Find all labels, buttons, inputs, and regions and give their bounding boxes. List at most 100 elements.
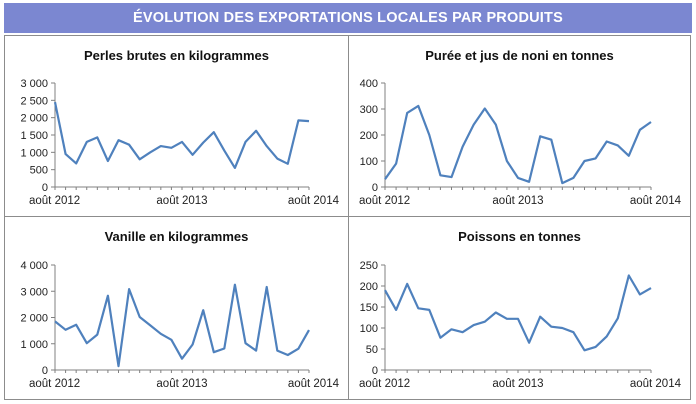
data-point <box>128 288 130 290</box>
y-tick-label: 2 000 <box>20 113 48 125</box>
y-tick-label: 3 000 <box>20 78 48 90</box>
data-point <box>628 155 630 157</box>
chart-title: Perles brutes en kilogrammes <box>84 48 269 63</box>
series-line <box>53 101 310 169</box>
data-point <box>139 316 141 318</box>
y-tick-label: 0 <box>42 365 48 377</box>
line-chart-vanille: 0 1 000 2 000 3 000 4 000 août 2012 août 2013 a… <box>20 260 340 390</box>
y-tick-label: 4 000 <box>20 260 48 272</box>
data-point <box>96 136 98 138</box>
data-point <box>584 160 586 162</box>
data-point <box>245 342 247 344</box>
series-line <box>384 104 652 185</box>
y-tick-label: 400 <box>360 78 378 90</box>
data-point <box>96 334 98 336</box>
data-point <box>572 177 574 179</box>
data-point <box>160 145 162 147</box>
data-point <box>639 129 641 131</box>
data-point <box>170 339 172 341</box>
line-chart-perles: 0 500 1 000 1 500 2 000 2 500 3 000 août 2012 ao… <box>20 78 340 207</box>
data-point <box>617 144 619 146</box>
data-point <box>118 139 120 141</box>
data-point <box>223 347 225 349</box>
data-point <box>428 134 430 136</box>
data-point <box>606 141 608 143</box>
data-point <box>484 107 486 109</box>
x-tick-label: août 2014 <box>630 195 682 207</box>
data-point <box>266 145 268 147</box>
y-tick-label: 2 500 <box>20 95 48 107</box>
data-point <box>297 119 299 121</box>
data-point <box>384 289 386 291</box>
y-tick-label: 1 500 <box>20 130 48 142</box>
data-point <box>517 177 519 179</box>
data-point <box>223 150 225 152</box>
data-point <box>439 337 441 339</box>
data-point <box>213 131 215 133</box>
x-tick-label: août 2012 <box>29 195 80 207</box>
data-point <box>417 307 419 309</box>
data-point <box>561 182 563 184</box>
vertical-divider <box>348 35 349 400</box>
data-point <box>395 309 397 311</box>
data-point <box>628 275 630 277</box>
data-point <box>606 335 608 337</box>
data-point <box>550 139 552 141</box>
data-point <box>517 318 519 320</box>
x-tick-label: août 2014 <box>288 378 340 390</box>
data-point <box>75 324 77 326</box>
data-point <box>406 283 408 285</box>
data-point <box>181 358 183 360</box>
data-point <box>495 311 497 313</box>
y-tick-label: 200 <box>360 130 378 142</box>
y-tick-label: 250 <box>360 260 378 272</box>
data-point <box>65 329 67 331</box>
data-point <box>276 350 278 352</box>
data-point <box>202 309 204 311</box>
y-tick-label: 200 <box>360 281 378 293</box>
data-point <box>595 346 597 348</box>
data-point <box>107 295 109 297</box>
chart-panel-vanille: Vanille en kilogrammes 0 1 000 2 000 3 000 4… <box>5 217 348 399</box>
data-point <box>118 365 120 367</box>
data-point <box>428 309 430 311</box>
chart-title: Poissons en tonnes <box>458 229 581 244</box>
charts-frame <box>4 35 691 400</box>
data-point <box>287 354 289 356</box>
y-tick-label: 1 000 <box>20 147 48 159</box>
data-point <box>245 141 247 143</box>
data-point <box>107 160 109 162</box>
data-point <box>287 163 289 165</box>
y-tick-label: 2 000 <box>20 313 48 325</box>
data-point <box>451 328 453 330</box>
data-point <box>462 331 464 333</box>
chart-panel-noni: Purée et jus de noni en tonnes 0 100 200 30… <box>349 36 690 216</box>
data-point <box>266 286 268 288</box>
data-point <box>406 112 408 114</box>
x-tick-label: août 2013 <box>492 195 543 207</box>
data-point <box>75 162 77 164</box>
data-point <box>572 331 574 333</box>
data-point <box>495 124 497 126</box>
data-point <box>297 348 299 350</box>
data-point <box>439 174 441 176</box>
data-point <box>506 160 508 162</box>
y-tick-label: 50 <box>366 344 378 356</box>
data-point <box>128 144 130 146</box>
x-tick-label: août 2013 <box>156 378 207 390</box>
data-point <box>484 321 486 323</box>
data-point <box>650 287 652 289</box>
data-point <box>234 284 236 286</box>
data-point <box>192 344 194 346</box>
data-point <box>539 316 541 318</box>
data-point <box>149 324 151 326</box>
y-tick-label: 0 <box>42 182 48 194</box>
data-point <box>528 181 530 183</box>
x-tick-label: août 2012 <box>29 378 80 390</box>
y-tick-label: 300 <box>360 104 378 116</box>
chart-panel-poissons: Poissons en tonnes 0 50 100 150 200 250 août 2… <box>349 217 690 399</box>
y-tick-label: 0 <box>372 182 378 194</box>
data-point <box>139 158 141 160</box>
x-tick-label: août 2014 <box>288 195 340 207</box>
data-point <box>595 157 597 159</box>
